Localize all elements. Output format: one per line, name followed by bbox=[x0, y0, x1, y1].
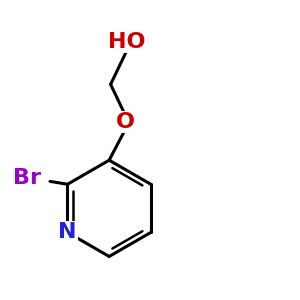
Text: N: N bbox=[58, 222, 77, 242]
Text: O: O bbox=[116, 112, 135, 132]
Text: HO: HO bbox=[108, 32, 146, 52]
Text: Br: Br bbox=[13, 168, 41, 188]
